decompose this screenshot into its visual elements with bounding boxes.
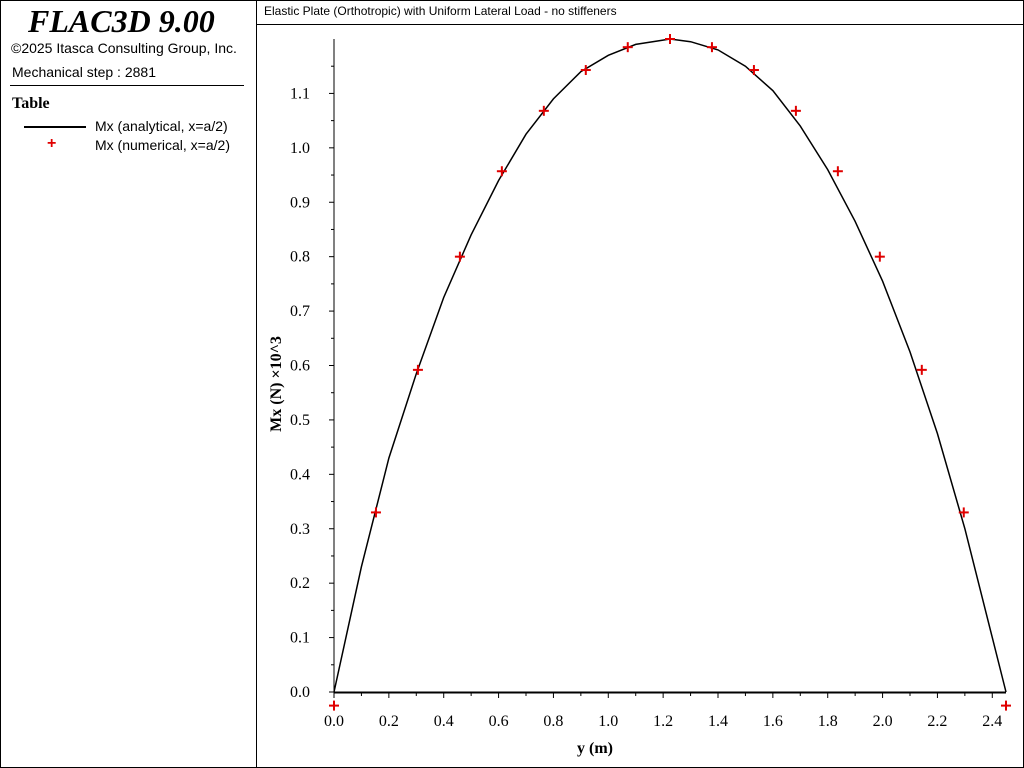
- y-tick-label: 1.1: [290, 85, 310, 102]
- data-point-numerical: [874, 251, 885, 262]
- x-tick-label: 2.0: [873, 713, 893, 730]
- x-tick-label: 0.2: [379, 713, 399, 730]
- ticks: 0.0 0.1 0.2 0.3 0.4 0.5 0.6 0.7 0.8 0.9 1.0 1.1 0.0 0…: [290, 65, 1002, 730]
- data-point-numerical: [622, 42, 633, 53]
- x-tick-label: 2.2: [927, 713, 947, 730]
- data-point-numerical: [538, 105, 549, 116]
- data-point-numerical: [832, 166, 843, 177]
- x-tick-label: 1.0: [598, 713, 618, 730]
- y-tick-label: 0.3: [290, 521, 310, 538]
- series-layer: [329, 34, 1011, 711]
- x-tick-label: 1.2: [653, 713, 673, 730]
- data-point-numerical: [665, 34, 675, 44]
- data-point-numerical: [580, 65, 591, 76]
- y-tick-label: 0.6: [290, 358, 310, 375]
- chart-area: 0.0 0.1 0.2 0.3 0.4 0.5 0.6 0.7 0.8 0.9 1.0 1.1 0.0 0…: [268, 34, 1011, 757]
- legend-label: Mx (analytical, x=a/2): [95, 118, 228, 134]
- x-tick-label: 1.6: [763, 713, 783, 730]
- plus-marker-icon: +: [47, 135, 57, 152]
- data-point-numerical: [454, 251, 465, 262]
- data-point-numerical: [916, 364, 927, 375]
- data-point-numerical: [958, 507, 969, 518]
- legend-item-analytical: Mx (analytical, x=a/2): [0, 118, 256, 136]
- x-tick-label: 0.8: [543, 713, 563, 730]
- legend-item-numerical: + Mx (numerical, x=a/2): [0, 135, 256, 155]
- x-axis-label: y (m): [577, 740, 613, 757]
- legend-panel: FLAC3D 9.00 ©2025 Itasca Consulting Grou…: [0, 0, 257, 767]
- divider: [257, 24, 1023, 25]
- data-point-numerical: [706, 42, 717, 53]
- y-tick-label: 0.8: [290, 249, 310, 266]
- y-tick-label: 1.0: [290, 140, 310, 157]
- copyright-text: ©2025 Itasca Consulting Group, Inc.: [11, 40, 237, 56]
- data-point-numerical: [370, 507, 381, 518]
- line-swatch-icon: [24, 126, 86, 128]
- legend-title: Table: [12, 95, 50, 112]
- data-point-numerical: [790, 105, 801, 116]
- y-tick-label: 0.7: [290, 303, 310, 320]
- x-tick-label: 2.4: [982, 713, 1002, 730]
- data-point-numerical: [748, 65, 759, 76]
- plot-title: Elastic Plate (Orthotropic) with Uniform…: [264, 4, 617, 18]
- x-tick-label: 0.6: [489, 713, 509, 730]
- data-point-numerical: [329, 700, 339, 711]
- y-tick-label: 0.0: [290, 684, 310, 701]
- y-tick-label: 0.9: [290, 194, 310, 211]
- y-tick-label: 0.2: [290, 575, 310, 592]
- x-tick-label: 1.8: [818, 713, 838, 730]
- app-title: FLAC3D 9.00: [28, 3, 215, 39]
- mechanical-step-text: Mechanical step : 2881: [12, 64, 156, 80]
- y-tick-label: 0.1: [290, 630, 310, 647]
- legend-label: Mx (numerical, x=a/2): [95, 137, 230, 153]
- series-line-analytical: [333, 38, 1007, 693]
- x-tick-label: 0.4: [434, 713, 454, 730]
- y-tick-label: 0.4: [290, 466, 310, 483]
- divider: [10, 85, 244, 86]
- x-tick-label: 1.4: [708, 713, 728, 730]
- data-point-numerical: [1001, 700, 1011, 711]
- data-point-numerical: [412, 364, 423, 375]
- y-tick-label: 0.5: [290, 412, 310, 429]
- y-axis-label: Mx (N) ×10^3: [268, 336, 285, 432]
- x-tick-label: 0.0: [324, 713, 344, 730]
- data-point-numerical: [496, 166, 507, 177]
- axes: [333, 39, 1006, 694]
